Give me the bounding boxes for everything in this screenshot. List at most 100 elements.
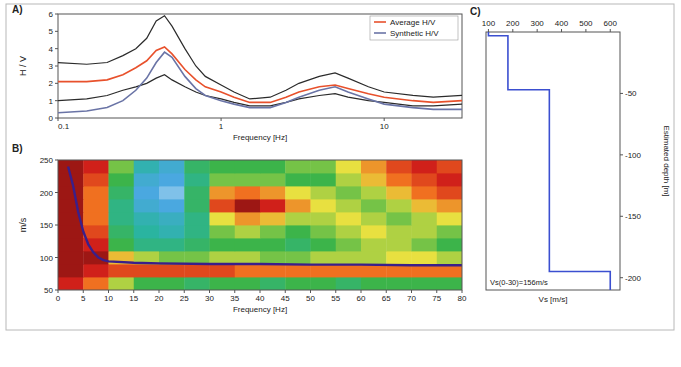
series-line (58, 47, 462, 102)
heat-cell (109, 225, 135, 238)
heat-cell (184, 173, 210, 186)
y-tick-label: 6 (49, 10, 54, 19)
heat-cell (58, 186, 84, 199)
heat-cell (210, 277, 236, 290)
heat-cell (109, 160, 135, 173)
heat-cell (311, 186, 337, 199)
heat-cell (361, 238, 387, 251)
x-tick (411, 290, 412, 293)
heat-cell (83, 160, 109, 173)
heat-cell (412, 212, 438, 225)
y-tick-label: 4 (49, 45, 54, 54)
x-tick-label: 1 (219, 122, 224, 131)
x-tick (159, 290, 160, 293)
x-tick (386, 290, 387, 293)
heat-cell (386, 199, 412, 212)
heat-cell (311, 173, 337, 186)
heat-cell (336, 251, 362, 264)
heat-cell (184, 186, 210, 199)
x-tick-label: 5 (81, 294, 86, 303)
heat-cell (412, 160, 438, 173)
heat-cell (210, 251, 236, 264)
heat-cell (260, 160, 286, 173)
heat-cell (58, 238, 84, 251)
heat-cell (235, 212, 261, 225)
y-tick-label: 100 (40, 254, 54, 263)
x-tick (133, 290, 134, 293)
heat-cell (437, 199, 462, 212)
x-tick-label: 35 (230, 294, 239, 303)
plot-area (58, 16, 462, 113)
y-tick (55, 192, 58, 193)
heat-cell (235, 225, 261, 238)
heat-cell (285, 160, 311, 173)
y-tick (55, 83, 58, 84)
x-tick (221, 118, 222, 121)
heat-cell (134, 264, 160, 277)
x-tick-label: 20 (155, 294, 164, 303)
y-tick (55, 48, 58, 49)
y-tick-label: 1 (49, 97, 54, 106)
x-tick (58, 290, 59, 293)
x-tick-label: 10 (104, 294, 113, 303)
heat-cell (285, 264, 311, 277)
heat-cell (412, 251, 438, 264)
x-tick (585, 29, 586, 32)
legend-label: Synthetic H/V (390, 29, 439, 38)
heat-cell (58, 277, 84, 290)
y-axis-title: Estimated depth [m] (662, 125, 671, 196)
heat-cell (437, 238, 462, 251)
heat-cell (437, 173, 462, 186)
x-tick-label: 25 (180, 294, 189, 303)
heat-cell (184, 238, 210, 251)
heat-cell (412, 277, 438, 290)
heat-cell (437, 225, 462, 238)
y-tick (620, 93, 623, 94)
plot-frame (58, 14, 462, 118)
plot-area (488, 32, 610, 290)
x-tick-label: 60 (357, 294, 366, 303)
x-tick (361, 290, 362, 293)
heat-cell (83, 212, 109, 225)
heat-cell (311, 160, 337, 173)
heat-cell (134, 238, 160, 251)
x-tick-label: 30 (205, 294, 214, 303)
heat-cell (83, 225, 109, 238)
x-tick (335, 290, 336, 293)
heat-cell (386, 277, 412, 290)
x-tick-label: 200 (506, 19, 520, 28)
heat-cell (437, 160, 462, 173)
heat-cell (285, 212, 311, 225)
heat-cell (386, 160, 412, 173)
heat-cell (437, 277, 462, 290)
heat-cell (336, 186, 362, 199)
heat-cell (210, 186, 236, 199)
x-tick (234, 290, 235, 293)
x-tick-label: 55 (331, 294, 340, 303)
y-tick (620, 154, 623, 155)
heat-cell (285, 251, 311, 264)
x-tick (310, 290, 311, 293)
x-tick-label: 80 (458, 294, 467, 303)
x-tick (488, 29, 489, 32)
heat-cell (336, 238, 362, 251)
heat-cell (159, 264, 185, 277)
heat-cell (437, 251, 462, 264)
heat-cell (109, 199, 135, 212)
x-tick (108, 290, 109, 293)
heat-cell (285, 173, 311, 186)
y-tick-label: 3 (49, 62, 54, 71)
heat-cell (184, 264, 210, 277)
heat-cell (159, 277, 185, 290)
y-tick (620, 277, 623, 278)
heat-cell (311, 212, 337, 225)
y-tick-label: -100 (625, 151, 642, 160)
y-tick (55, 14, 58, 15)
x-tick-label: 10 (380, 122, 389, 131)
heat-cell (235, 251, 261, 264)
heat-cell (285, 199, 311, 212)
heat-cell (58, 199, 84, 212)
x-tick (537, 29, 538, 32)
panel-letter: B) (12, 143, 23, 154)
heat-cell (412, 173, 438, 186)
